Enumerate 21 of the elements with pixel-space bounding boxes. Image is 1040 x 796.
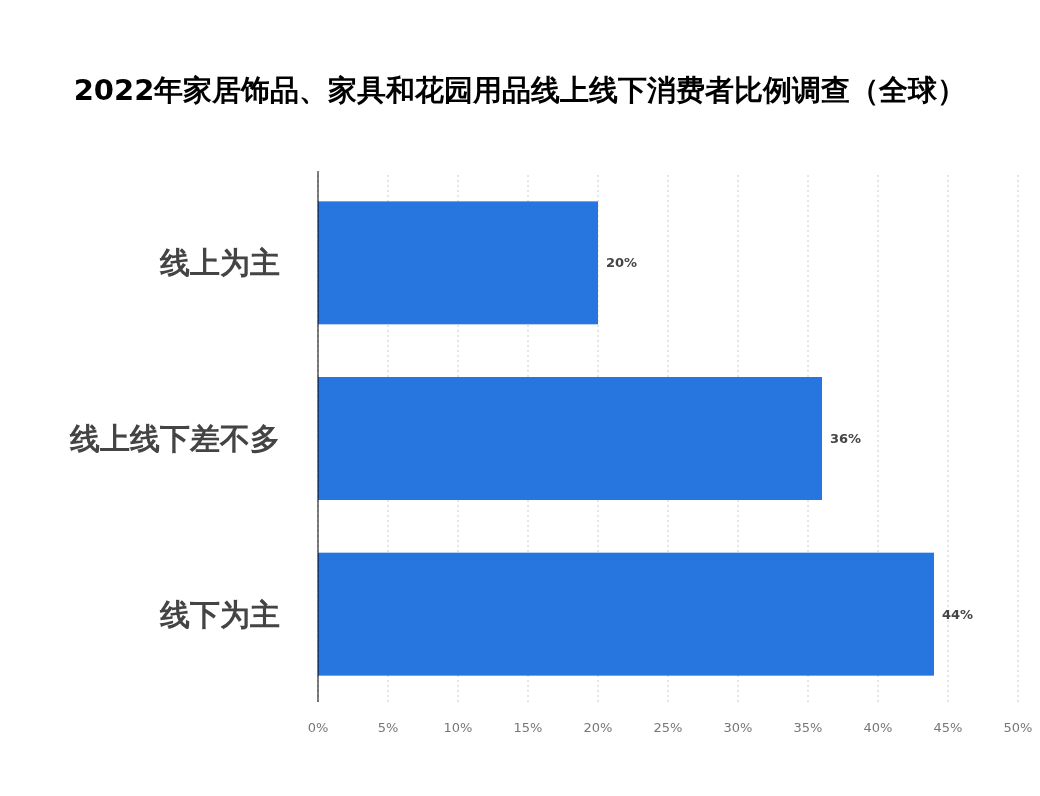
x-tick-label: 40% <box>863 720 893 735</box>
bar <box>318 552 934 676</box>
bar <box>318 377 822 500</box>
x-tick-label: 20% <box>583 720 613 735</box>
x-tick-label: 10% <box>443 720 473 735</box>
chart-title: 2022年家居饰品、家具和花园用品线上线下消费者比例调查（全球） <box>73 73 967 107</box>
y-tick-label: 线上线下差不多 <box>69 421 280 456</box>
x-tick-label: 25% <box>653 720 683 735</box>
data-label: 20% <box>606 255 638 271</box>
x-tick-label: 30% <box>723 720 753 735</box>
data-label: 36% <box>830 431 862 447</box>
x-tick-label: 50% <box>1003 720 1033 735</box>
x-tick-label: 35% <box>793 720 823 735</box>
bar <box>318 201 598 325</box>
y-tick-label: 线上为主 <box>159 245 280 281</box>
x-tick-label: 45% <box>933 720 963 735</box>
x-tick-label: 15% <box>513 720 543 735</box>
x-tick-label: 5% <box>377 720 399 735</box>
y-tick-label: 线下为主 <box>159 596 280 632</box>
x-tick-label: 0% <box>307 720 329 735</box>
data-label: 44% <box>942 606 974 622</box>
